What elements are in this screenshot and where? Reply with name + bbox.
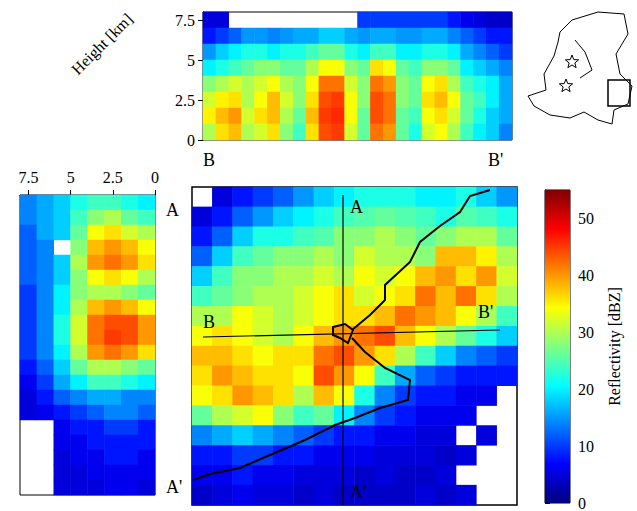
svg-text:A: A: [350, 197, 363, 217]
svg-text:2.5: 2.5: [175, 92, 195, 109]
svg-text:30: 30: [578, 324, 594, 341]
svg-text:5: 5: [187, 52, 195, 69]
svg-text:40: 40: [578, 267, 594, 284]
svg-text:B': B': [478, 302, 493, 322]
svg-text:A': A': [166, 477, 182, 497]
svg-text:0: 0: [578, 495, 586, 511]
svg-text:B: B: [203, 150, 215, 170]
svg-text:B': B': [488, 150, 503, 170]
svg-text:2.5: 2.5: [103, 169, 123, 186]
svg-text:20: 20: [578, 381, 594, 398]
svg-text:Reflectivity [dBZ]: Reflectivity [dBZ]: [606, 287, 624, 406]
svg-text:10: 10: [578, 438, 594, 455]
svg-text:5: 5: [67, 169, 75, 186]
svg-text:A': A': [350, 482, 366, 502]
svg-text:0: 0: [187, 132, 195, 149]
svg-text:0: 0: [151, 169, 159, 186]
svg-text:A: A: [166, 200, 179, 220]
svg-text:B: B: [203, 312, 215, 332]
svg-text:50: 50: [578, 210, 594, 227]
svg-text:Height [km]: Height [km]: [68, 10, 136, 78]
svg-text:7.5: 7.5: [18, 169, 38, 186]
svg-text:7.5: 7.5: [175, 12, 195, 29]
